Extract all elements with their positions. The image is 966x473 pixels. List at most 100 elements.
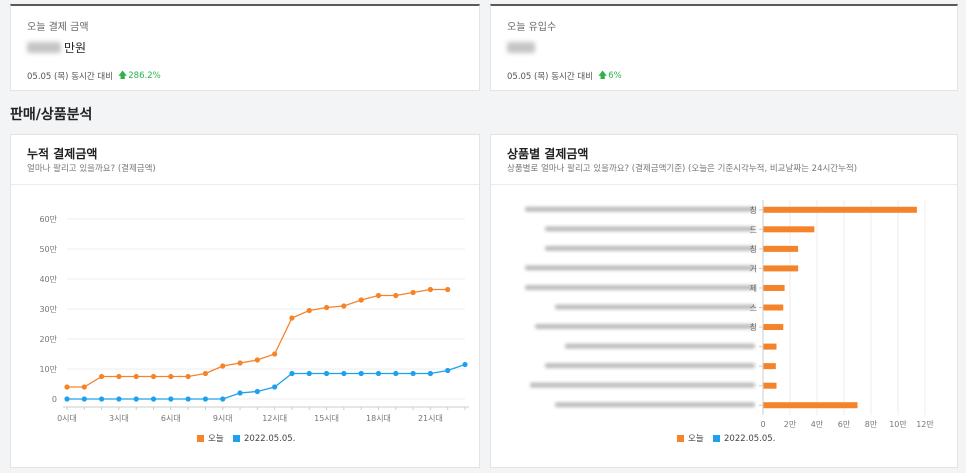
series-line	[67, 363, 466, 400]
data-point[interactable]	[81, 396, 87, 402]
data-point[interactable]	[358, 297, 364, 303]
data-point[interactable]	[116, 373, 122, 380]
data-point[interactable]	[393, 370, 399, 377]
blurred-product-name	[525, 206, 755, 212]
data-point[interactable]	[237, 360, 243, 366]
legend-label[interactable]: 2022.05.05.	[244, 434, 295, 444]
data-point[interactable]	[462, 361, 468, 368]
legend-swatch	[677, 435, 684, 442]
bar[interactable]	[763, 324, 784, 331]
data-point[interactable]	[289, 315, 295, 321]
bar[interactable]	[763, 402, 858, 409]
data-point[interactable]	[81, 384, 87, 390]
data-point[interactable]	[133, 373, 139, 380]
blurred-product-name	[555, 304, 755, 310]
blurred-product-name	[545, 226, 755, 232]
blurred-product-name	[535, 324, 755, 330]
blurred-product-name	[555, 402, 755, 408]
data-point[interactable]	[445, 367, 451, 374]
chart-header: 누적 결제금액 얼마나 팔리고 있을까요? (결제금액)	[11, 135, 479, 185]
data-point[interactable]	[220, 363, 226, 369]
y-tick-label: 50만	[39, 245, 57, 254]
data-point[interactable]	[306, 307, 312, 314]
blurred-product-name	[545, 363, 755, 369]
cumulative-line-chart: 0 10만 20만 30만 40만 50만 60만 0시대 3시대 6시대 9시대 12시대 15시대 1…	[39, 215, 469, 444]
stat-value	[507, 39, 535, 55]
category-label: 제	[750, 284, 757, 293]
compare-text: 05.05 (목) 동시간 대비	[27, 72, 113, 82]
data-point[interactable]	[272, 384, 278, 390]
legend-swatch	[713, 435, 720, 442]
data-point[interactable]	[375, 292, 382, 299]
data-point[interactable]	[168, 396, 174, 402]
legend-swatch	[233, 435, 240, 442]
data-point[interactable]	[254, 357, 260, 363]
bar[interactable]	[763, 343, 777, 350]
y-tick-label: 60만	[39, 215, 57, 224]
y-tick-label: 30만	[39, 305, 57, 314]
bar[interactable]	[763, 206, 917, 213]
x-tick-label: 15시대	[314, 414, 339, 423]
data-point[interactable]	[254, 388, 260, 395]
data-point[interactable]	[237, 390, 243, 396]
data-point[interactable]	[202, 370, 209, 377]
legend-label[interactable]: 오늘	[208, 434, 224, 444]
data-point[interactable]	[410, 289, 416, 296]
data-point[interactable]	[341, 303, 347, 309]
data-point[interactable]	[116, 396, 122, 402]
bar[interactable]	[763, 245, 799, 252]
chart-title: 상품별 결제금액	[507, 147, 589, 161]
cumulative-chart-card: 누적 결제금액 얼마나 팔리고 있을까요? (결제금액) 0 10만 20만 30만 4…	[10, 134, 480, 468]
x-tick-label: 12시대	[262, 414, 287, 423]
data-point[interactable]	[185, 396, 191, 402]
stat-compare: 05.05 (목) 동시간 대비 🡅 286.2%	[27, 68, 161, 84]
data-point[interactable]	[202, 396, 209, 402]
y-tick-label: 0	[52, 395, 57, 404]
bar[interactable]	[763, 304, 784, 311]
data-point[interactable]	[323, 304, 330, 311]
data-point[interactable]	[99, 396, 105, 402]
arrow-up-icon: 🡅	[598, 71, 608, 81]
bar[interactable]	[763, 265, 799, 272]
data-point[interactable]	[427, 286, 433, 293]
stat-card-visits: 오늘 유입수 05.05 (목) 동시간 대비 🡅 6%	[490, 4, 958, 91]
blurred-product-name	[525, 265, 755, 271]
data-point[interactable]	[220, 396, 226, 402]
blurred-product-name	[525, 284, 755, 290]
data-point[interactable]	[133, 396, 139, 402]
data-point[interactable]	[185, 373, 191, 380]
category-label: 칭	[750, 323, 757, 332]
change-value: 286.2%	[128, 71, 161, 81]
bar[interactable]	[763, 382, 777, 389]
legend-label[interactable]: 2022.05.05.	[724, 434, 775, 444]
data-point[interactable]	[341, 370, 347, 377]
data-point[interactable]	[323, 370, 330, 377]
x-tick-label: 21시대	[418, 414, 443, 423]
bar[interactable]	[763, 363, 776, 370]
data-point[interactable]	[393, 292, 399, 299]
x-tick-label: 3시대	[109, 414, 129, 423]
category-label: 거	[750, 264, 757, 273]
data-point[interactable]	[375, 370, 382, 377]
data-point[interactable]	[427, 370, 433, 377]
data-point[interactable]	[306, 370, 312, 377]
data-point[interactable]	[358, 370, 364, 377]
x-tick-label: 18시대	[366, 414, 391, 423]
data-point[interactable]	[150, 396, 157, 402]
data-point[interactable]	[99, 373, 105, 380]
bar[interactable]	[763, 284, 785, 291]
data-point[interactable]	[445, 286, 451, 293]
data-point[interactable]	[64, 396, 70, 402]
legend-label[interactable]: 오늘	[688, 434, 704, 444]
x-tick-label: 6만	[838, 420, 851, 429]
blurred-value	[507, 41, 535, 53]
data-point[interactable]	[272, 351, 278, 357]
data-point[interactable]	[410, 370, 416, 377]
data-point[interactable]	[168, 373, 174, 380]
bar[interactable]	[763, 226, 815, 233]
blurred-product-name	[545, 245, 755, 251]
data-point[interactable]	[289, 370, 295, 377]
data-point[interactable]	[150, 373, 157, 380]
data-point[interactable]	[64, 384, 70, 390]
